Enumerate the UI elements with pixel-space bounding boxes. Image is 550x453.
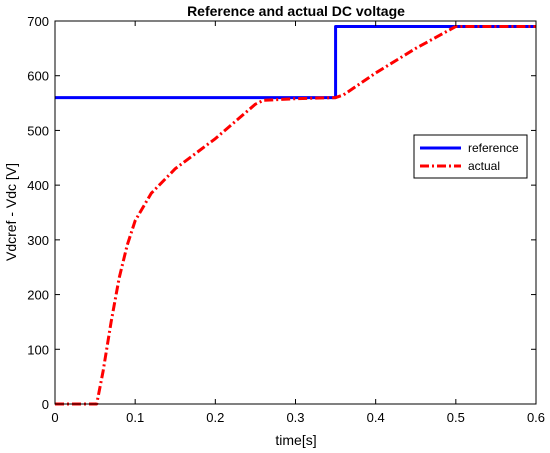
y-tick-label: 600 [27,69,49,84]
legend-label-reference: reference [468,141,519,155]
x-axis-label: time[s] [275,432,316,448]
x-tick-label: 0.2 [206,410,224,425]
x-tick-label: 0 [51,410,58,425]
chart-title: Reference and actual DC voltage [187,3,405,19]
plot-area [55,21,536,404]
x-tick-label: 0.1 [126,410,144,425]
y-tick-label: 400 [27,178,49,193]
series-layer [55,24,536,406]
legend-label-actual: actual [468,159,500,173]
series-line-reference [55,24,536,100]
legend-box [413,134,528,179]
y-tick-label: 100 [27,342,49,357]
x-tick-label: 0.6 [527,410,545,425]
y-tick-label: 500 [27,123,49,138]
y-tick-label: 300 [27,233,49,248]
legend[interactable]: reference actual [413,134,528,179]
x-tick-label: 0.3 [286,410,304,425]
y-tick-label: 700 [27,14,49,29]
y-tick-label: 0 [42,397,49,412]
y-axis-label: Vdcref - Vdc [V] [3,163,19,261]
x-tick-label: 0.4 [367,410,385,425]
y-tick-label: 200 [27,288,49,303]
series-line-actual [55,24,536,406]
tick-layer: 0 0.1 0.2 0.3 0.4 0.5 0.6 0 100 200 300 400 500 600 70… [27,14,545,425]
x-tick-label: 0.5 [447,410,465,425]
